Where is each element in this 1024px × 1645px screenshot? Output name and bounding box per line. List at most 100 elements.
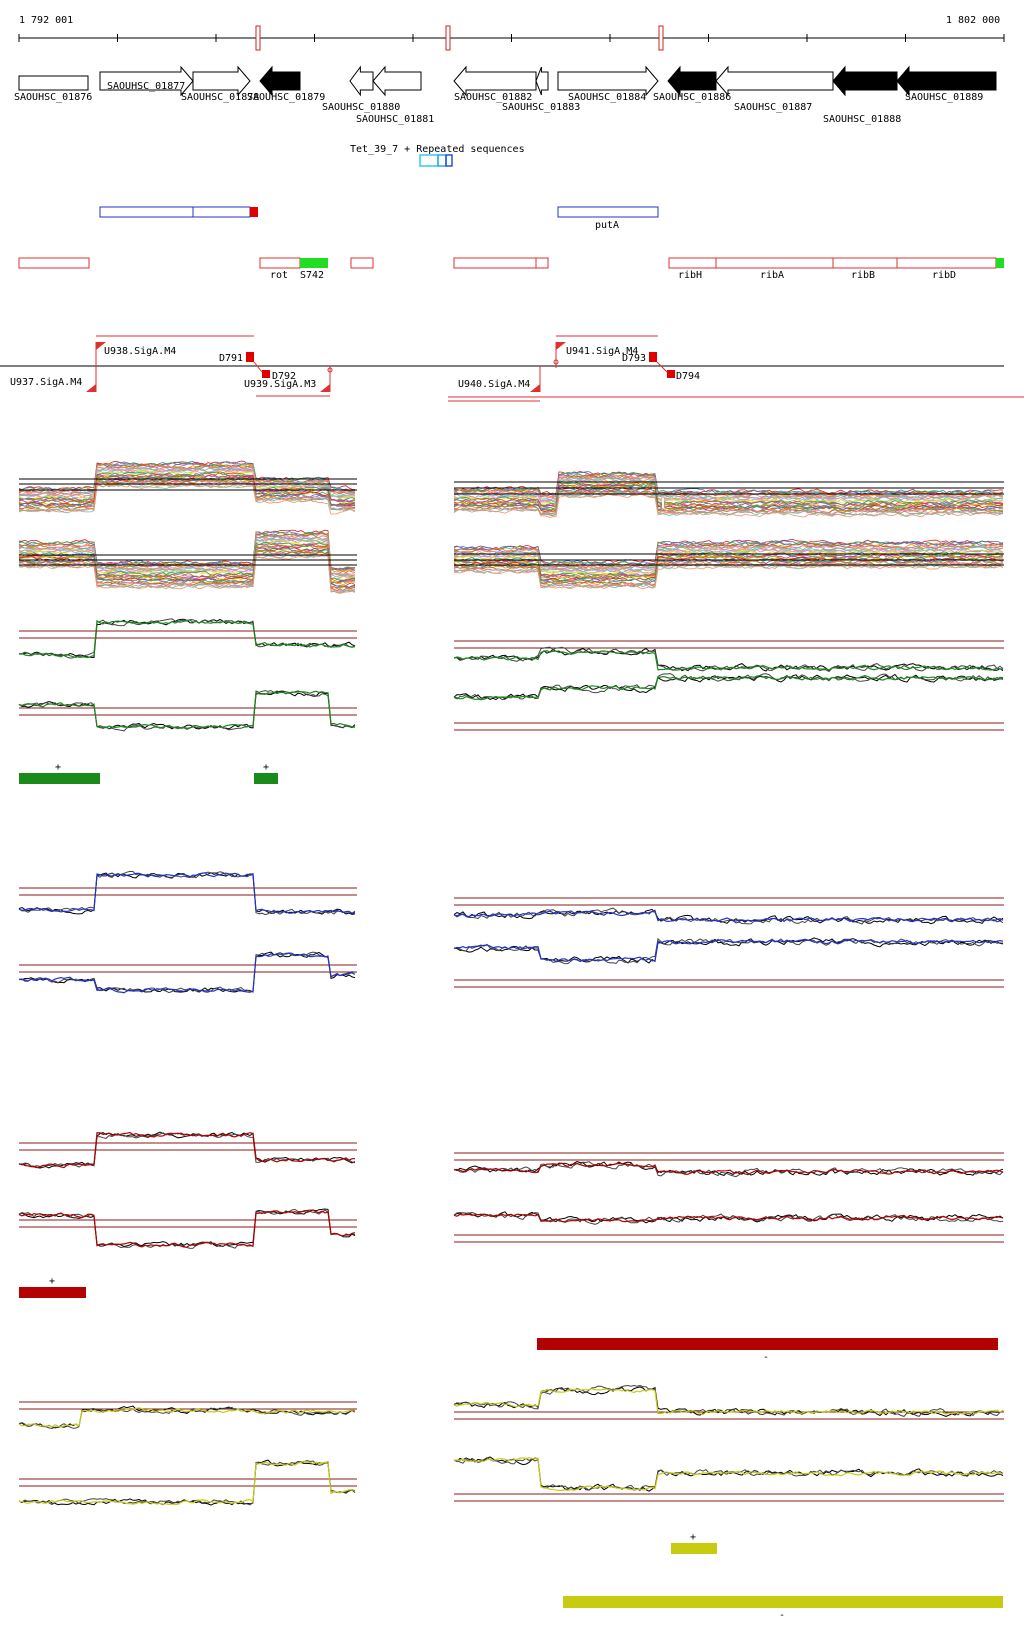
gene-label: SAOUHSC_01878 [181,92,259,103]
gene-label: SAOUHSC_01882 [454,92,532,103]
gene-label: SAOUHSC_01889 [905,92,983,103]
expression-line [18,872,356,914]
repeat-box[interactable] [437,154,447,167]
gene-arrow[interactable] [896,65,997,97]
expression-line [453,547,1004,574]
gene-arrow[interactable] [715,65,834,97]
repeat-label: Tet_39_7 + Repeated sequences [350,144,525,155]
expression-line [453,1211,1004,1225]
feature-box-ribb[interactable] [832,257,898,269]
operon-box[interactable] [192,206,251,218]
expression-tracks [18,460,1004,1506]
feature-box-rot[interactable] [259,257,301,269]
expression-line [453,560,1004,586]
gene-arrow[interactable] [557,65,659,97]
gene-label: SAOUHSC_01883 [502,102,580,113]
gene-arrow[interactable] [832,65,898,97]
expression-line [18,1459,356,1506]
expression-line [18,479,356,508]
promoter-label-u938: U938.SigA.M4 [104,346,176,357]
segment-bar-green[interactable] [254,773,278,784]
expression-line [453,545,1004,571]
segment-bar-red[interactable] [537,1338,998,1350]
expression-line [18,543,356,584]
expression-line [18,1407,356,1428]
segment-sign: + [55,762,61,773]
gene-arrow[interactable] [667,65,717,97]
segment-sign: - [779,1610,785,1621]
expression-line [453,1457,1004,1491]
expression-line [453,907,1004,925]
segment-sign: + [263,762,269,773]
segment-bar-yellow[interactable] [563,1596,1003,1608]
ruler-end-label: 1 802 000 [946,15,1000,26]
expression-line [453,476,1004,502]
feature-label-ribb: ribB [851,270,875,281]
repeat-box[interactable] [419,154,439,167]
expression-line [18,550,356,589]
promoter-track: U937.SigA.M4 U938.SigA.M4 D791 D792 U939… [0,335,1024,402]
ruler-marker[interactable] [658,25,664,51]
expression-line [18,1459,356,1506]
expression-line [453,674,1004,701]
segment-sign: - [763,1352,769,1363]
gene-label: SAOUHSC_01879 [247,92,325,103]
feature-box-ribh[interactable] [668,257,717,269]
expression-line [453,493,1004,518]
operon-box-puta[interactable] [557,206,659,218]
gene-arrow[interactable] [192,65,251,97]
expression-line [453,1162,1004,1176]
segment-bar-yellow[interactable] [671,1543,717,1554]
expression-line [453,908,1004,925]
ruler-ticks [18,34,1005,42]
segment-bar-red[interactable] [19,1287,86,1298]
promoter-label-u940: U940.SigA.M4 [458,379,530,390]
ruler-marker[interactable] [255,25,261,51]
feature-box-riba[interactable] [715,257,834,269]
gene-arrow[interactable] [453,65,537,97]
repeat-box[interactable] [445,154,453,167]
operon-track: putA [99,206,659,231]
gene-label: SAOUHSC_01876 [14,92,92,103]
expression-line [19,1460,356,1506]
feature-box-s742[interactable] [300,258,328,268]
gene-arrow[interactable] [259,65,301,97]
expression-line [18,554,356,594]
expression-line [453,1213,1004,1223]
expression-line [453,938,1004,963]
gene-track: SAOUHSC_01876SAOUHSC_01877SAOUHSC_01878S… [14,65,997,125]
ruler-marker[interactable] [445,25,451,51]
feature-box-ribd[interactable] [896,257,997,269]
expression-line [18,531,356,571]
feature-box[interactable] [535,257,549,269]
gene-arrow[interactable] [372,65,422,97]
segment-bar-green[interactable] [19,773,100,784]
expression-line [18,474,356,504]
operon-box[interactable] [99,206,194,218]
promoter-label-u941: U941.SigA.M4 [566,346,638,357]
expression-line [18,535,356,576]
operon-end-marker [250,207,258,217]
expression-line [18,474,356,506]
terminator-label-d792: D792 [272,371,296,382]
gene-arrow[interactable] [535,66,549,96]
feature-box[interactable] [18,257,90,269]
feature-box[interactable] [453,257,537,269]
expression-line [18,1131,356,1169]
feature-label-rot: rot [270,270,288,281]
gene-arrow[interactable] [99,65,194,97]
gene-label: SAOUHSC_01884 [568,92,646,103]
expression-line [18,690,356,730]
expression-line [453,489,1004,513]
segment-sign: + [690,1532,696,1543]
expression-line [453,491,1003,515]
gene-arrow[interactable] [18,75,89,91]
expression-line [453,480,1004,504]
expression-line [18,539,355,580]
gene-arrow[interactable] [349,65,374,97]
expression-line [453,1456,1004,1492]
expression-line [18,529,356,570]
feature-box[interactable] [350,257,374,269]
gene-label: SAOUHSC_01888 [823,114,901,125]
